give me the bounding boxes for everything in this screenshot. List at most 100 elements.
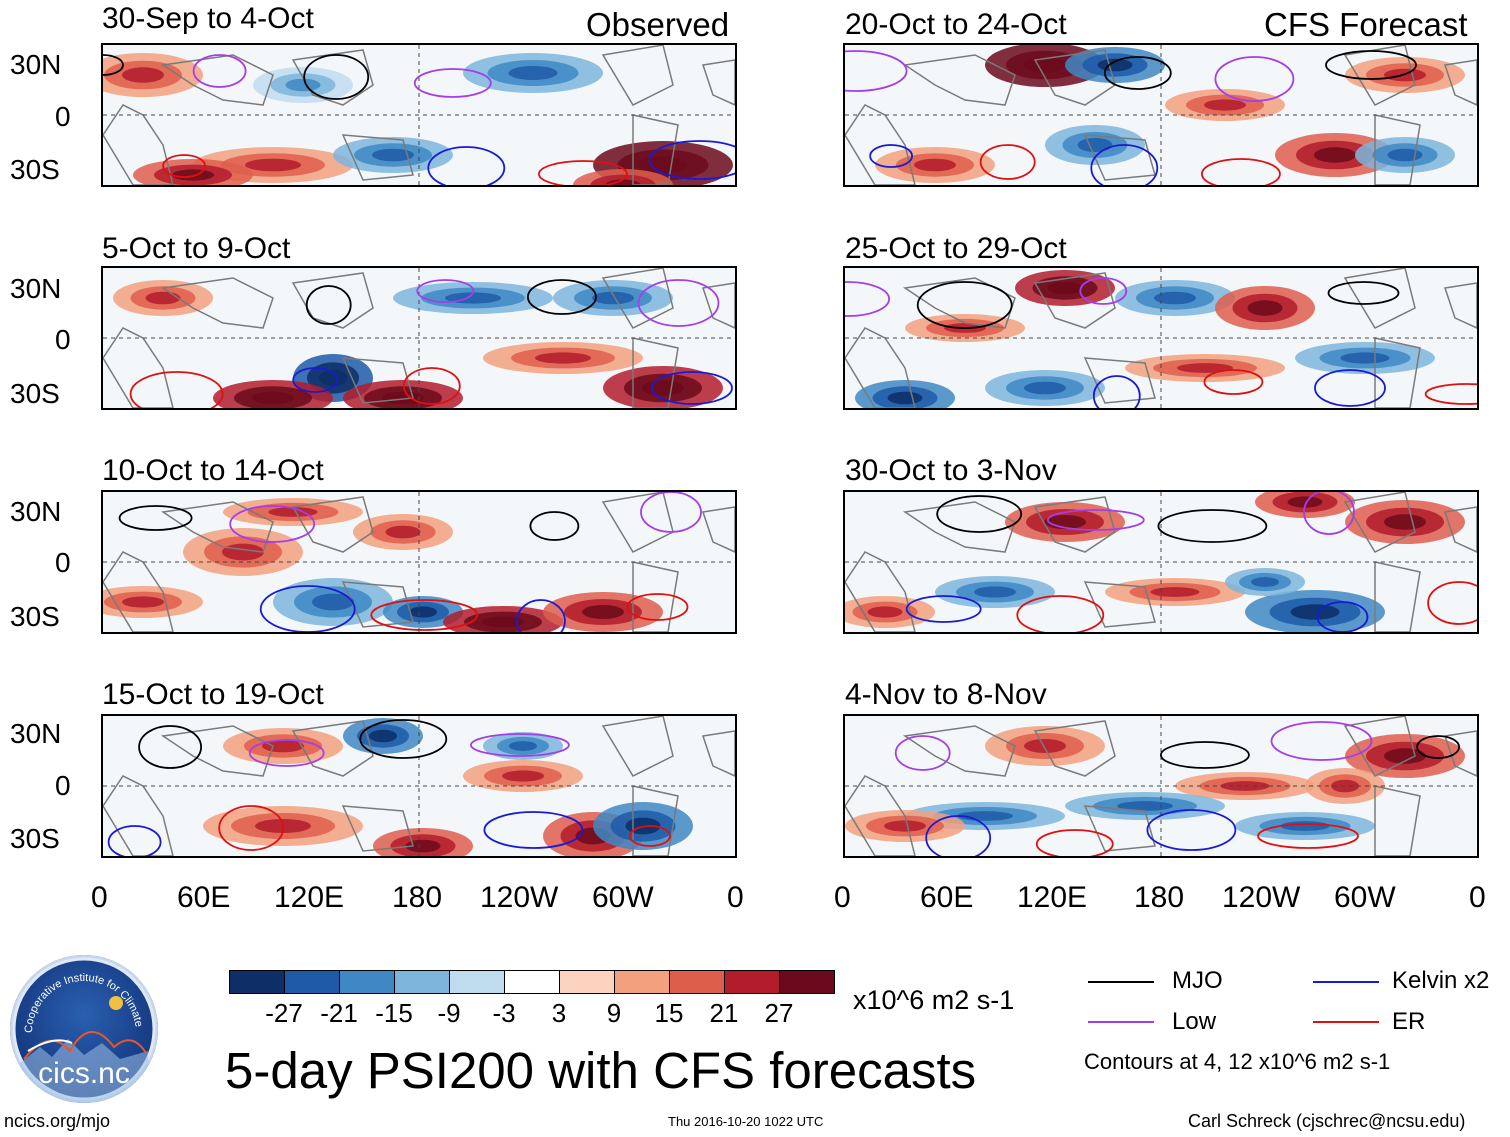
colorbar-tick-label: -27 [265, 998, 303, 1028]
wave-contour [1092, 375, 1141, 408]
lon-label-120w: 120W [1222, 881, 1301, 914]
map-panel-fcst-3 [843, 490, 1479, 634]
logo-ring-text: Cooperative Institute for Climate and Sa… [10, 955, 145, 1033]
contour-note: Contours at 4, 12 x10^6 m2 s-1 [1084, 1049, 1391, 1074]
lat-label-30n: 30N [10, 49, 62, 80]
wave-contour [305, 285, 352, 325]
colorbar-tick-label: -9 [437, 998, 461, 1028]
lon-label-60w: 60W [1334, 881, 1396, 914]
wave-contour [1203, 369, 1264, 395]
lon-label-0: 0 [834, 881, 851, 914]
legend-line-low [1088, 1021, 1154, 1023]
psi-anomaly-shading [642, 380, 684, 396]
map-panel-obs-4 [101, 714, 737, 858]
wave-contour [218, 805, 285, 851]
legend-label-low: Low [1172, 1008, 1217, 1035]
psi-anomaly-shading [172, 169, 214, 181]
chart-title: 5-day PSI200 with CFS forecasts [225, 1042, 977, 1099]
wave-contour [427, 146, 506, 185]
psi-anomaly-shading [405, 839, 441, 853]
coastline [160, 501, 274, 553]
coastline [341, 134, 414, 181]
psi-anomaly-shading [887, 391, 923, 405]
legend-label-er: ER [1392, 1008, 1426, 1035]
wave-contour [129, 371, 224, 408]
psi-anomaly-shading [1314, 147, 1356, 163]
map-canvas [845, 268, 1477, 408]
svg-text:Cooperative Institute for Clim: Cooperative Institute for Climate and Sa… [10, 955, 145, 1033]
colorbar-swatch [449, 970, 505, 994]
lon-label-120e: 120E [274, 881, 345, 914]
wave-contour [303, 54, 370, 100]
coastline [291, 272, 374, 329]
lat-label-0: 0 [55, 547, 71, 578]
map-canvas [845, 45, 1477, 185]
wave-contour [1316, 601, 1369, 632]
psi-anomaly-shading [252, 391, 294, 405]
wave-contour [229, 505, 316, 543]
coastline [632, 337, 679, 408]
map-panel-fcst-4 [843, 714, 1479, 858]
psi-anomaly-shading [1384, 514, 1426, 530]
coastline [1033, 49, 1116, 106]
coastline [1033, 496, 1116, 553]
coastline [160, 277, 274, 329]
legend-label-kelvin: Kelvin x2 [1392, 967, 1490, 994]
psi-anomaly-shading [312, 593, 354, 611]
wave-contour [1146, 809, 1237, 851]
wave-contour [483, 811, 584, 849]
wave-contour [1314, 369, 1386, 407]
panel-title-fcst-4: 4-Nov to 8-Nov [845, 678, 1047, 711]
observed-header: Observed [586, 6, 730, 43]
footer-url: ncics.org/mjo [4, 1111, 111, 1131]
coastline [845, 104, 916, 185]
psi-anomaly-shading [1287, 496, 1323, 508]
coastline [160, 54, 274, 106]
coastline [1033, 272, 1116, 329]
map-canvas [845, 716, 1477, 856]
wave-contour [1157, 509, 1268, 543]
lon-label-0-east: 0 [1469, 881, 1486, 914]
psi-anomaly-shading [1247, 300, 1283, 316]
psi-anomaly-shading [1154, 291, 1196, 305]
wave-contour [413, 68, 492, 98]
colorbar-swatch [669, 970, 725, 994]
psi-anomaly-shading [884, 820, 926, 832]
lon-label-60w: 60W [592, 881, 654, 914]
colorbar-tick-label: 27 [764, 998, 794, 1028]
colorbar-tick-label: 15 [654, 998, 684, 1028]
coastline [632, 785, 679, 856]
psi-anomaly-shading [245, 158, 301, 172]
lon-label-120e: 120E [1017, 881, 1088, 914]
coastline [103, 104, 174, 185]
lon-label-60e: 60E [177, 881, 231, 914]
cics-logo: Cooperative Institute for Climate and Sa… [10, 955, 158, 1103]
psi-anomaly-shading [1024, 57, 1066, 73]
logo-text: cics.nc [38, 1057, 130, 1090]
wave-contour [162, 154, 206, 178]
coastline [632, 561, 679, 632]
coastline [702, 730, 735, 777]
coastline [702, 506, 735, 553]
psi-anomaly-shading [122, 596, 164, 608]
coastline [845, 327, 916, 408]
coastline [902, 54, 1016, 106]
coastline [601, 45, 674, 106]
colorbar-swatch [284, 970, 340, 994]
psi-anomaly-shading [319, 369, 347, 387]
panel-title-obs-1: 30-Sep to 4-Oct [102, 2, 314, 35]
colorbar-swatch [229, 970, 285, 994]
panel-title-fcst-3: 30-Oct to 3-Nov [845, 454, 1057, 487]
psi-anomaly-shading [502, 770, 544, 782]
map-panel-obs-2 [101, 266, 737, 410]
colorbar-swatch [504, 970, 560, 994]
psi-anomaly-shading [1177, 363, 1233, 373]
wave-contour [869, 144, 913, 168]
wave-contour [936, 495, 1023, 533]
map-panel-fcst-1 [843, 43, 1479, 187]
panel-title-obs-3: 10-Oct to 14-Oct [102, 454, 324, 487]
map-canvas [845, 492, 1477, 632]
colorbar-swatch [779, 970, 835, 994]
psi-anomaly-shading [509, 741, 537, 751]
wave-contour [1159, 741, 1250, 769]
